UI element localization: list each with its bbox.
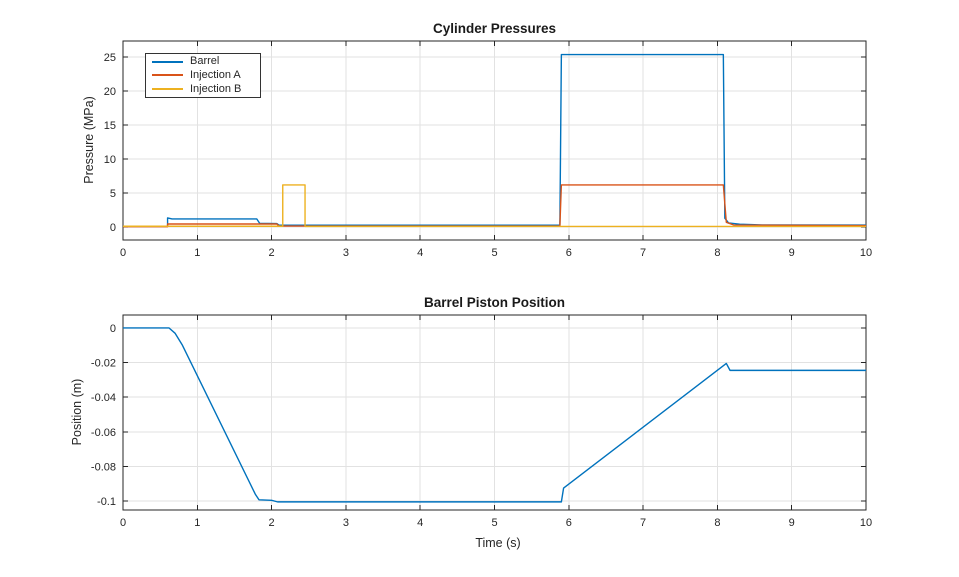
x-tick-label: 5	[491, 517, 497, 529]
x-tick-label: 0	[120, 517, 126, 529]
series-line-injection-b	[123, 184, 866, 228]
y-tick-label: -0.1	[97, 496, 116, 508]
x-tick-label: 2	[269, 247, 275, 259]
series-line-barrel	[123, 327, 866, 503]
legend-label-injection-a: Injection A	[190, 68, 241, 81]
x-tick-label: 1	[194, 517, 200, 529]
x-tick-label: 6	[566, 517, 572, 529]
x-tick-label: 10	[860, 517, 872, 529]
injection-a-line-sample	[152, 74, 183, 77]
x-tick-label: 7	[640, 247, 646, 259]
x-tick-label: 8	[714, 247, 720, 259]
x-tick-label: 0	[120, 247, 126, 259]
y-tick-label: 5	[110, 188, 116, 200]
legend-entry-barrel: Barrel	[152, 55, 256, 68]
y-tick-label: -0.06	[91, 427, 116, 439]
x-tick-label: 8	[714, 517, 720, 529]
y-tick-label: 25	[104, 52, 116, 64]
x-tick-label: 4	[417, 517, 423, 529]
injection-b-line-sample	[152, 88, 183, 91]
pressure-chart-title: Cylinder Pressures	[432, 21, 557, 36]
x-tick-label: 9	[789, 517, 795, 529]
legend-entry-injection-b: Injection B	[152, 83, 256, 96]
x-tick-label: 7	[640, 517, 646, 529]
x-tick-label: 6	[566, 247, 572, 259]
x-tick-label: 2	[269, 517, 275, 529]
legend: Barrel Injection A Injection B	[145, 53, 261, 98]
y-tick-label: 0	[110, 323, 116, 335]
x-tick-label: 4	[417, 247, 423, 259]
y-tick-label: -0.08	[91, 461, 116, 473]
y-tick-label: 20	[104, 86, 116, 98]
x-tick-label: 3	[343, 247, 349, 259]
x-tick-label: 5	[491, 247, 497, 259]
x-tick-label: 3	[343, 517, 349, 529]
y-tick-label: 15	[104, 120, 116, 132]
y-tick-label: -0.02	[91, 358, 116, 370]
x-tick-label: 9	[789, 247, 795, 259]
position-chart-title: Barrel Piston Position	[423, 295, 566, 310]
y-tick-label: 10	[104, 154, 116, 166]
y-tick-label: -0.04	[91, 392, 116, 404]
x-tick-label: 1	[194, 247, 200, 259]
time-x-axis-label: Time (s)	[475, 536, 521, 550]
series-line-barrel	[123, 53, 867, 228]
legend-label-barrel: Barrel	[190, 55, 220, 68]
legend-label-injection-b: Injection B	[190, 82, 242, 95]
barrel-line-sample	[152, 60, 183, 63]
x-tick-label: 10	[860, 247, 872, 259]
legend-entry-injection-a: Injection A	[152, 69, 256, 82]
y-tick-label: 0	[110, 222, 116, 234]
